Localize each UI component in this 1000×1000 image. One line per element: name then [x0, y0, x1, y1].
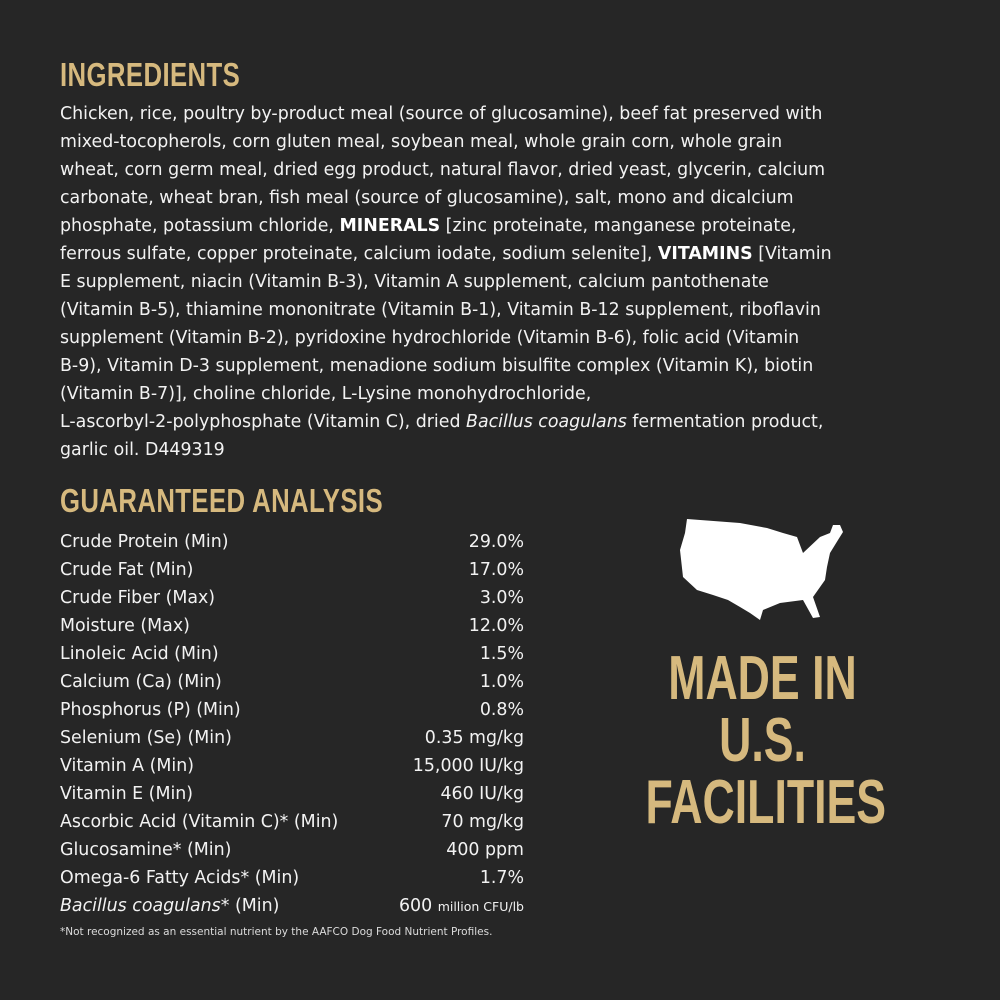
- row-label: Bacillus coagulans* (Min): [60, 892, 279, 920]
- table-row: Vitamin A (Min) 15,000 IU/kg: [60, 752, 524, 780]
- row-value: 15,000 IU/kg: [412, 756, 524, 776]
- ingredients-line: carbonate, wheat bran, fish meal (source…: [60, 184, 960, 212]
- label-rest: * (Min): [220, 896, 280, 916]
- text-segment: garlic oil. D449319: [60, 440, 225, 460]
- table-row: Vitamin E (Min) 460 IU/kg: [60, 780, 524, 808]
- made-in-usa-badge: MADE IN U.S. FACILITIES: [600, 648, 925, 834]
- badge-line: MADE IN: [668, 644, 857, 713]
- value-unit: million CFU/lb: [437, 899, 524, 914]
- table-row: Selenium (Se) (Min) 0.35 mg/kg: [60, 724, 524, 752]
- text-segment: phosphate, potassium chloride,: [60, 216, 340, 236]
- row-value: 400 ppm: [446, 840, 524, 860]
- label-italic: Bacillus coagulans: [60, 896, 221, 916]
- table-row: Calcium (Ca) (Min) 1.0%: [60, 668, 524, 696]
- table-row: Crude Protein (Min) 29.0%: [60, 528, 524, 556]
- ingredients-line: L-ascorbyl-2-polyphosphate (Vitamin C), …: [60, 408, 960, 436]
- row-value: 1.0%: [479, 672, 524, 692]
- row-label: Calcium (Ca) (Min): [60, 672, 222, 692]
- ingredients-line: supplement (Vitamin B-2), pyridoxine hyd…: [60, 324, 960, 352]
- row-label: Ascorbic Acid (Vitamin C)* (Min): [60, 812, 339, 832]
- row-value: 17.0%: [468, 560, 524, 580]
- row-value: 600 million CFU/lb: [399, 892, 524, 920]
- table-row: Moisture (Max) 12.0%: [60, 612, 524, 640]
- text-segment: fermentation product,: [626, 412, 824, 432]
- row-value: 0.8%: [479, 700, 524, 720]
- text-segment: B-9), Vitamin D-3 supplement, menadione …: [60, 356, 814, 376]
- ingredients-line: B-9), Vitamin D-3 supplement, menadione …: [60, 352, 960, 380]
- ingredients-line: (Vitamin B-7)], choline chloride, L-Lysi…: [60, 380, 960, 408]
- table-row: Glucosamine* (Min) 400 ppm: [60, 836, 524, 864]
- row-label: Vitamin A (Min): [60, 756, 194, 776]
- row-value: 29.0%: [468, 532, 524, 552]
- usa-map-icon: [680, 519, 843, 620]
- table-row: Crude Fiber (Max) 3.0%: [60, 584, 524, 612]
- row-label: Vitamin E (Min): [60, 784, 194, 804]
- italic-term: Bacillus coagulans: [466, 412, 627, 432]
- row-value: 0.35 mg/kg: [424, 728, 524, 748]
- ingredients-line: (Vitamin B-5), thiamine mononitrate (Vit…: [60, 296, 960, 324]
- text-segment: Chicken, rice, poultry by-product meal (…: [60, 104, 823, 124]
- badge-line: U.S.: [719, 706, 806, 775]
- ingredients-line: E supplement, niacin (Vitamin B-3), Vita…: [60, 268, 960, 296]
- guaranteed-analysis-table: Crude Protein (Min) 29.0% Crude Fat (Min) 1…: [60, 528, 524, 920]
- text-segment: wheat, corn germ meal, dried egg product…: [60, 160, 826, 180]
- value-number: 600: [398, 896, 433, 916]
- text-segment: ferrous sulfate, copper proteinate, calc…: [60, 244, 658, 264]
- row-value: 1.5%: [479, 644, 524, 664]
- ingredients-line: wheat, corn germ meal, dried egg product…: [60, 156, 960, 184]
- row-value: 3.0%: [479, 588, 524, 608]
- badge-line: FACILITIES: [645, 768, 887, 837]
- row-value: 460 IU/kg: [440, 784, 524, 804]
- ingredients-text: Chicken, rice, poultry by-product meal (…: [60, 100, 960, 464]
- ingredients-line: Chicken, rice, poultry by-product meal (…: [60, 100, 960, 128]
- ingredients-line: mixed-tocopherols, corn gluten meal, soy…: [60, 128, 960, 156]
- table-row: Phosphorus (P) (Min) 0.8%: [60, 696, 524, 724]
- text-segment: (Vitamin B-7)], choline chloride, L-Lysi…: [60, 384, 592, 404]
- row-label: Crude Fiber (Max): [60, 588, 216, 608]
- row-label: Moisture (Max): [60, 616, 190, 636]
- bold-term: MINERALS: [339, 216, 441, 236]
- bold-term: VITAMINS: [657, 244, 753, 264]
- text-segment: (Vitamin B-5), thiamine mononitrate (Vit…: [60, 300, 821, 320]
- guaranteed-analysis-heading: GUARANTEED ANALYSIS: [60, 482, 384, 519]
- table-row: Omega-6 Fatty Acids* (Min) 1.7%: [60, 864, 524, 892]
- text-segment: supplement (Vitamin B-2), pyridoxine hyd…: [60, 328, 800, 348]
- row-label: Glucosamine* (Min): [60, 840, 232, 860]
- table-row: Ascorbic Acid (Vitamin C)* (Min) 70 mg/kg: [60, 808, 524, 836]
- text-segment: [Vitamin: [752, 244, 832, 264]
- row-label: Selenium (Se) (Min): [60, 728, 232, 748]
- text-segment: L-ascorbyl-2-polyphosphate (Vitamin C), …: [60, 412, 467, 432]
- ingredients-line: garlic oil. D449319: [60, 436, 960, 464]
- row-value: 12.0%: [468, 616, 524, 636]
- ingredients-line: ferrous sulfate, copper proteinate, calc…: [60, 240, 960, 268]
- row-label: Crude Fat (Min): [60, 560, 194, 580]
- text-segment: E supplement, niacin (Vitamin B-3), Vita…: [60, 272, 769, 292]
- row-label: Crude Protein (Min): [60, 532, 229, 552]
- text-segment: mixed-tocopherols, corn gluten meal, soy…: [60, 132, 783, 152]
- ingredients-heading: INGREDIENTS: [60, 56, 241, 93]
- row-label: Linoleic Acid (Min): [60, 644, 219, 664]
- footnote: *Not recognized as an essential nutrient…: [60, 926, 493, 938]
- table-row: Linoleic Acid (Min) 1.5%: [60, 640, 524, 668]
- ingredients-line: phosphate, potassium chloride, MINERALS …: [60, 212, 960, 240]
- text-segment: [zinc proteinate, manganese proteinate,: [440, 216, 797, 236]
- row-value: 70 mg/kg: [441, 812, 524, 832]
- row-label: Phosphorus (P) (Min): [60, 700, 241, 720]
- row-label: Omega-6 Fatty Acids* (Min): [60, 868, 300, 888]
- table-row: Crude Fat (Min) 17.0%: [60, 556, 524, 584]
- row-value: 1.7%: [479, 868, 524, 888]
- table-row: Bacillus coagulans* (Min) 600 million CF…: [60, 892, 524, 920]
- text-segment: carbonate, wheat bran, fish meal (source…: [60, 188, 794, 208]
